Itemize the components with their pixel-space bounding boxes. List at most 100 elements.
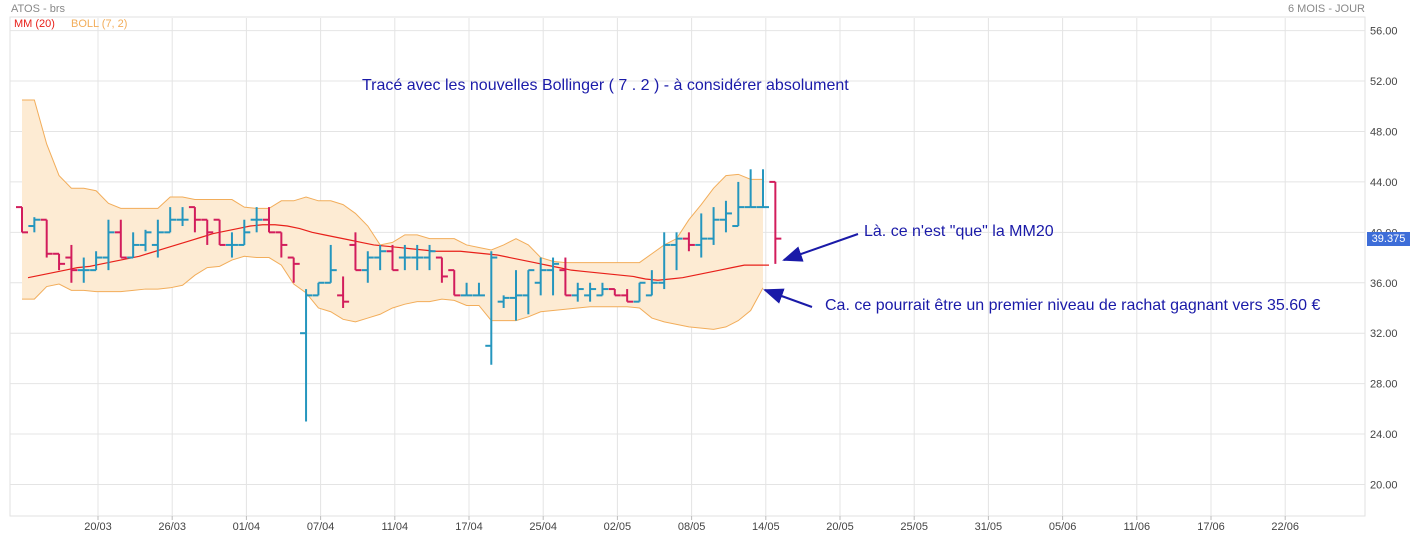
ohlc-bar	[201, 218, 214, 245]
ohlc-bar	[250, 207, 263, 233]
y-tick-label: 32.00	[1370, 328, 1398, 340]
ohlc-bar	[744, 169, 757, 209]
ohlc-bar	[77, 257, 90, 283]
bollinger-bands	[22, 99, 764, 330]
x-tick-label: 01/04	[233, 521, 261, 533]
ohlc-bar	[608, 288, 621, 297]
period-label: 6 MOIS - JOUR	[1287, 3, 1365, 15]
ohlc-bar	[164, 207, 177, 234]
ohlc-bar	[571, 282, 584, 302]
y-tick-label: 20.00	[1370, 479, 1398, 491]
price-bars	[16, 169, 782, 422]
ohlc-bar	[732, 181, 745, 228]
ohlc-bar	[510, 270, 522, 321]
ohlc-bar	[411, 244, 424, 271]
moving-average-20	[27, 224, 769, 281]
ohlc-bar	[361, 251, 374, 283]
ohlc-bar	[584, 282, 597, 302]
y-axis-ticks: 56.0052.0048.0044.0040.0036.0032.0028.00…	[1370, 26, 1398, 492]
x-tick-label: 26/03	[158, 521, 186, 533]
ohlc-bar	[287, 256, 300, 283]
ohlc-bar	[719, 200, 732, 233]
x-tick-label: 25/05	[900, 521, 928, 533]
ohlc-bar	[695, 213, 708, 258]
ohlc-bar	[472, 282, 485, 297]
ohlc-bar	[65, 244, 78, 283]
ohlc-bar	[682, 232, 695, 252]
ohlc-bar	[139, 229, 152, 252]
ohlc-bar	[151, 219, 164, 258]
ohlc-bar	[176, 207, 189, 227]
x-tick-label: 08/05	[678, 521, 706, 533]
ohlc-bar	[300, 289, 313, 422]
legend-boll: BOLL (7, 2)	[71, 18, 128, 30]
ohlc-bar	[312, 281, 325, 297]
ohlc-bar	[225, 232, 238, 258]
ohlc-bar	[114, 219, 127, 259]
ohlc-bar	[460, 282, 473, 297]
ohlc-bar	[90, 251, 103, 272]
ohlc-bar	[263, 207, 275, 234]
ohlc-bar	[707, 207, 720, 245]
ohlc-bar	[621, 289, 634, 303]
ohlc-bar	[337, 276, 350, 308]
ohlc-bar	[53, 252, 66, 271]
bollinger-fill	[22, 99, 763, 330]
arrow-to-ma	[782, 233, 859, 262]
x-tick-label: 05/06	[1049, 521, 1077, 533]
x-tick-label: 17/06	[1197, 521, 1225, 533]
y-tick-label: 56.00	[1370, 26, 1398, 38]
x-tick-label: 14/05	[752, 521, 780, 533]
ohlc-bar	[374, 244, 387, 271]
annotation-ma: Là. ce n'est "que" la MM20	[864, 223, 1054, 240]
annotation-arrows	[763, 233, 859, 308]
y-tick-label: 24.00	[1370, 429, 1398, 441]
ohlc-bar	[547, 257, 560, 296]
ohlc-bar	[670, 232, 683, 271]
ohlc-bar	[102, 219, 115, 271]
y-tick-label: 36.00	[1370, 278, 1398, 290]
ohlc-bar	[522, 269, 535, 315]
ohlc-bar	[633, 281, 646, 303]
x-tick-label: 25/04	[529, 521, 557, 533]
ohlc-bar	[596, 282, 609, 297]
plot-frame	[9, 16, 1366, 517]
y-tick-label: 28.00	[1370, 379, 1398, 391]
ohlc-bar	[497, 295, 510, 308]
ohlc-bar	[559, 257, 572, 297]
x-tick-label: 22/06	[1271, 521, 1299, 533]
ohlc-bar	[40, 218, 53, 258]
ohlc-bar	[349, 232, 362, 272]
x-tick-label: 20/03	[84, 521, 112, 533]
ohlc-bar	[238, 219, 251, 246]
bollinger-lower-line	[22, 255, 764, 330]
y-tick-label: 48.00	[1370, 126, 1398, 138]
x-tick-label: 11/04	[381, 521, 408, 533]
annotation-title: Tracé avec les nouvelles Bollinger ( 7 .…	[362, 77, 849, 94]
y-tick-label: 44.00	[1370, 177, 1398, 189]
x-tick-label: 31/05	[975, 521, 1003, 533]
ohlc-bar	[188, 206, 201, 233]
ohlc-bar	[769, 180, 782, 264]
bollinger-upper-line	[22, 99, 763, 264]
ohlc-bar	[757, 169, 769, 209]
x-tick-label: 17/04	[455, 521, 483, 533]
ohlc-bar	[386, 244, 399, 272]
ohlc-bar	[28, 217, 41, 233]
ohlc-bar	[534, 257, 547, 296]
arrow-to-band	[763, 288, 813, 308]
chart-title: ATOS - brs	[11, 3, 65, 15]
ohlc-bar	[127, 232, 140, 259]
x-tick-label: 02/05	[604, 521, 632, 533]
ohlc-bar	[658, 232, 671, 290]
ohlc-bar	[423, 244, 436, 271]
ma20-line	[27, 224, 769, 281]
x-tick-label: 20/05	[826, 521, 854, 533]
ohlc-bar	[398, 244, 411, 271]
y-tick-label: 52.00	[1370, 76, 1398, 88]
x-tick-label: 11/06	[1123, 521, 1150, 533]
ohlc-bar	[435, 256, 448, 283]
ohlc-bar	[645, 270, 658, 297]
ohlc-bar	[485, 251, 498, 365]
